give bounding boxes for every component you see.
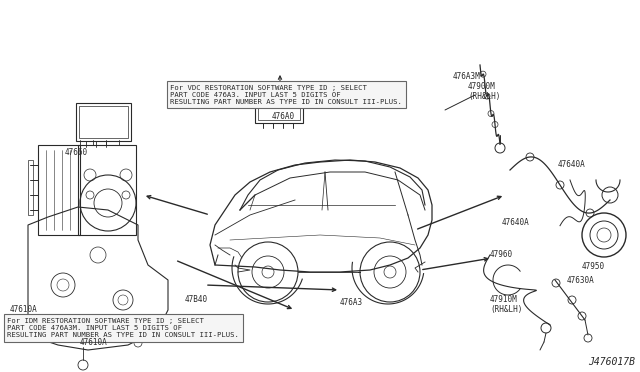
Text: 476A3: 476A3 [340, 298, 363, 307]
Text: 47640A: 47640A [558, 160, 586, 169]
Text: 47950: 47950 [582, 262, 605, 271]
Bar [28, 160, 33, 215]
Text: J476017B: J476017B [588, 357, 635, 367]
Bar [79, 106, 128, 138]
Text: 47610A: 47610A [80, 338, 108, 347]
Bar [38, 145, 80, 235]
Bar [258, 91, 300, 120]
Bar [76, 103, 131, 141]
Text: 47900M
(RH&LH): 47900M (RH&LH) [468, 82, 500, 102]
Text: 47630A: 47630A [567, 276, 595, 285]
Text: 47640A: 47640A [502, 218, 530, 227]
Text: For VDC RESTORATION SOFTWARE TYPE ID ; SELECT
PART CODE 476A3. INPUT LAST 5 DIGI: For VDC RESTORATION SOFTWARE TYPE ID ; S… [170, 85, 403, 105]
Text: For IDM RESTORATION SOFTWARE TYPE ID ; SELECT
PART CODE 476A3M. INPUT LAST 5 DIG: For IDM RESTORATION SOFTWARE TYPE ID ; S… [7, 318, 239, 338]
Text: 47B40: 47B40 [185, 295, 208, 304]
Text: 476A0: 476A0 [272, 112, 295, 121]
Text: 47910M
(RH&LH): 47910M (RH&LH) [490, 295, 522, 314]
Text: 47610A: 47610A [10, 305, 38, 314]
Bar [78, 145, 136, 235]
Text: 47960: 47960 [490, 250, 513, 259]
Text: 47660: 47660 [65, 148, 88, 157]
Bar [255, 88, 303, 123]
Text: 476A3M: 476A3M [453, 72, 481, 81]
